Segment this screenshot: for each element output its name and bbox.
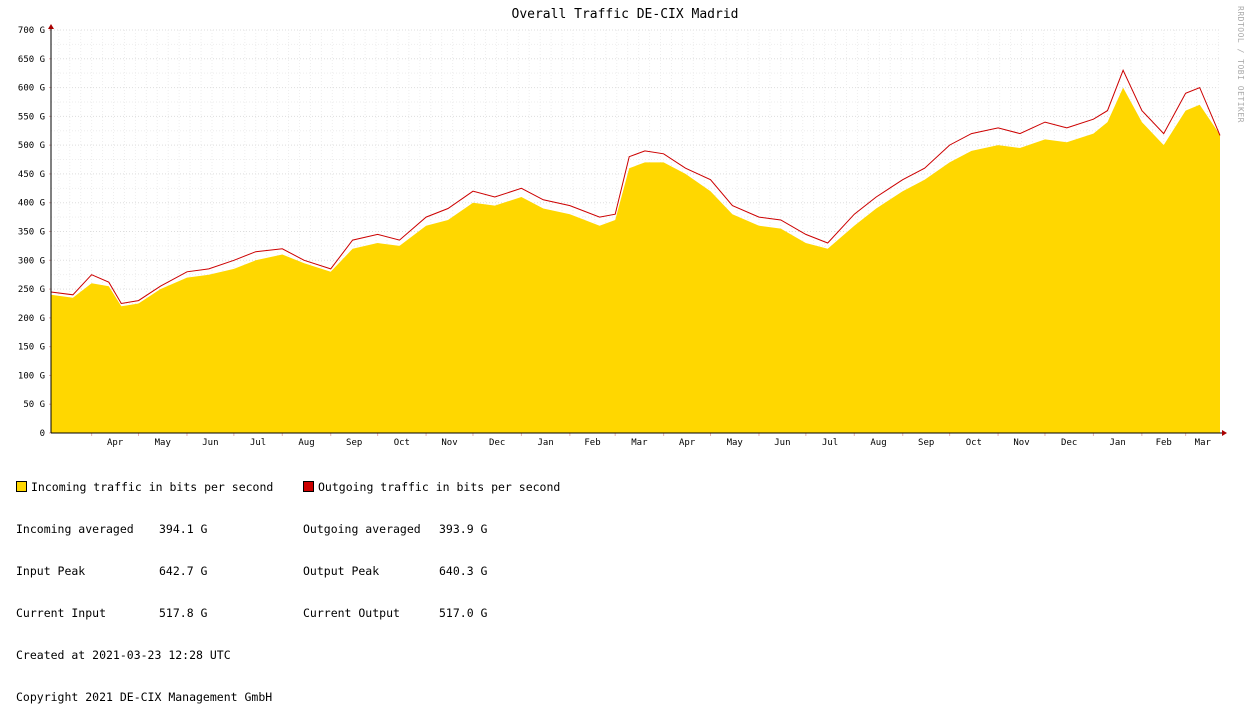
x-tick-label: Apr xyxy=(679,438,696,448)
output-peak-value: 640.3 G xyxy=(439,564,488,578)
x-tick-label: Oct xyxy=(966,438,982,448)
outgoing-avg-row: Outgoing averaged 393.9 G xyxy=(303,522,560,536)
outgoing-line xyxy=(50,69,1221,305)
current-input-row: Current Input 517.8 G xyxy=(16,606,273,620)
y-tick-label: 300 G xyxy=(18,256,45,266)
x-tick-label: Oct xyxy=(394,438,410,448)
x-tick-label: Jun xyxy=(774,438,790,448)
current-output-row: Current Output 517.0 G xyxy=(303,606,560,620)
y-tick-label: 250 G xyxy=(18,285,45,295)
x-tick-label: Jan xyxy=(538,438,554,448)
rrdtool-watermark: RRDTOOL / TOBI OETIKER xyxy=(1236,6,1245,123)
y-tick-label: 350 G xyxy=(18,228,45,238)
x-tick-label: Feb xyxy=(1156,438,1172,448)
x-tick-label: Jul xyxy=(822,438,838,448)
legend-outgoing: Outgoing traffic in bits per second Outg… xyxy=(303,452,560,634)
y-tick-label: 50 G xyxy=(23,400,45,410)
x-tick-label: Apr xyxy=(107,438,124,448)
copyright: Copyright 2021 DE-CIX Management GmbH xyxy=(16,690,273,704)
x-tick-label: Dec xyxy=(489,438,505,448)
outgoing-avg-label: Outgoing averaged xyxy=(303,522,421,536)
incoming-avg-label: Incoming averaged xyxy=(16,522,134,536)
y-tick-label: 600 G xyxy=(18,84,45,94)
x-tick-label: Sep xyxy=(918,438,934,448)
y-tick-label: 400 G xyxy=(18,199,45,209)
chart-title: Overall Traffic DE-CIX Madrid xyxy=(512,7,739,22)
x-axis-ticks: Apr May Jun Jul Aug Sep Oct Nov Dec Jan Feb Mar Apr M… xyxy=(107,438,1212,448)
incoming-swatch xyxy=(16,481,27,492)
x-tick-label: Dec xyxy=(1061,438,1077,448)
output-peak-row: Output Peak 640.3 G xyxy=(303,564,560,578)
y-tick-label: 700 G xyxy=(18,26,45,36)
input-peak-label: Input Peak xyxy=(16,564,86,578)
y-tick-label: 650 G xyxy=(18,55,45,65)
x-tick-label: Aug xyxy=(870,438,886,448)
y-axis-ticks: 0 50 G 100 G 150 G 200 G 250 G 300 G 350 G 400 G… xyxy=(18,26,45,439)
x-tick-label: Nov xyxy=(1013,438,1029,448)
current-output-value: 517.0 G xyxy=(439,606,488,620)
x-tick-label: Mar xyxy=(631,438,648,448)
y-axis-arrow xyxy=(48,24,54,29)
legend-incoming-row: Incoming traffic in bits per second xyxy=(16,480,273,494)
created-at: Created at 2021-03-23 12:28 UTC xyxy=(16,648,231,662)
incoming-legend-label: Incoming traffic in bits per second xyxy=(31,480,274,494)
current-input-label: Current Input xyxy=(16,606,107,620)
x-tick-label: May xyxy=(727,438,744,448)
y-tick-label: 100 G xyxy=(18,371,45,381)
outgoing-swatch xyxy=(303,481,314,492)
x-tick-label: Nov xyxy=(441,438,457,448)
y-tick-label: 0 xyxy=(40,429,45,439)
outgoing-avg-value: 393.9 G xyxy=(439,522,488,536)
chart-axes xyxy=(48,24,1227,436)
legend-outgoing-row: Outgoing traffic in bits per second xyxy=(303,480,560,494)
y-tick-label: 200 G xyxy=(18,314,45,324)
input-peak-row: Input Peak 642.7 G xyxy=(16,564,273,578)
incoming-avg-value: 394.1 G xyxy=(159,522,208,536)
x-axis-arrow xyxy=(1222,430,1227,436)
x-tick-label: Aug xyxy=(298,438,314,448)
incoming-avg-row: Incoming averaged 394.1 G xyxy=(16,522,273,536)
current-input-value: 517.8 G xyxy=(159,606,208,620)
x-tick-label: Jun xyxy=(202,438,218,448)
y-tick-label: 450 G xyxy=(18,170,45,180)
x-tick-label: Jul xyxy=(250,438,266,448)
legend-incoming: Incoming traffic in bits per second Inco… xyxy=(16,452,273,718)
traffic-chart: Overall Traffic DE-CIX Madrid 0 50 G 100 G… xyxy=(18,7,1227,448)
x-tick-label: Sep xyxy=(346,438,362,448)
current-output-label: Current Output xyxy=(303,606,400,620)
x-tick-label: Feb xyxy=(584,438,600,448)
y-tick-label: 150 G xyxy=(18,343,45,353)
output-peak-label: Output Peak xyxy=(303,564,380,578)
x-tick-label: Jan xyxy=(1110,438,1126,448)
x-tick-label: Mar xyxy=(1195,438,1212,448)
input-peak-value: 642.7 G xyxy=(159,564,208,578)
y-tick-label: 550 G xyxy=(18,112,45,122)
y-tick-label: 500 G xyxy=(18,141,45,151)
outgoing-legend-label: Outgoing traffic in bits per second xyxy=(318,480,561,494)
incoming-area xyxy=(51,87,1220,433)
chart-series xyxy=(50,69,1221,433)
x-tick-label: May xyxy=(155,438,172,448)
